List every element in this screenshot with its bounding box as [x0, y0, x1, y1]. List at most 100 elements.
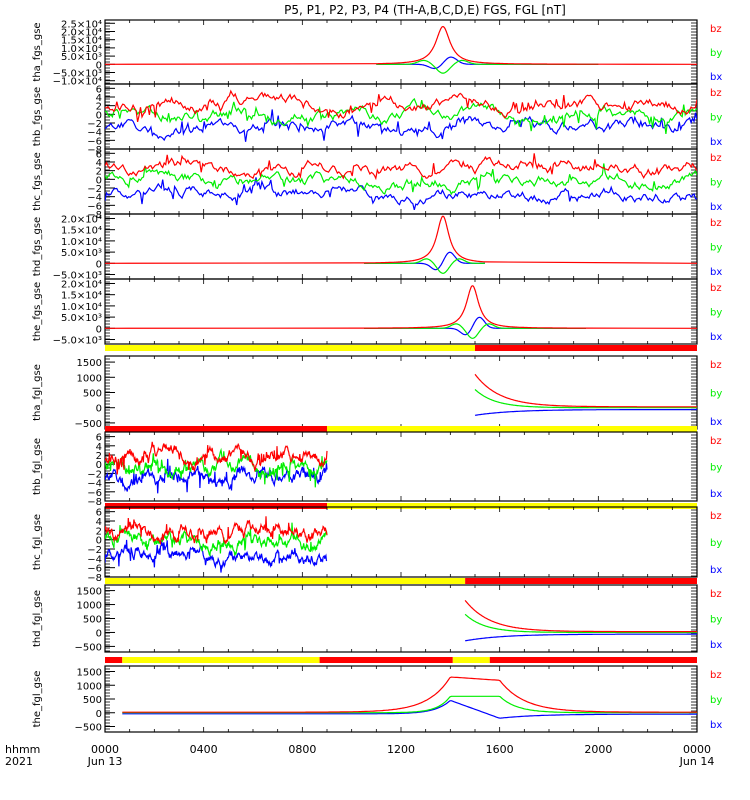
y-tick-label: 1.0×10⁴ — [61, 44, 102, 55]
series-bx-line — [364, 316, 586, 336]
series-by-line — [122, 695, 697, 714]
y-tick-label: −4 — [87, 128, 102, 139]
y-tick-label: 0 — [96, 259, 102, 270]
y-tick-label: 2 — [96, 451, 102, 462]
panel-tha-fgs-gse: 2.5×10⁴2.0×10⁴1.5×10⁴1.0×10⁴5.0×10³0−5.0… — [32, 19, 722, 87]
y-tick-label: 0 — [96, 324, 102, 335]
legend-bx: bx — [710, 640, 722, 651]
y-tick-label: −8 — [87, 210, 102, 221]
y-tick-label: −4 — [87, 554, 102, 565]
legend-bz: bz — [710, 153, 722, 164]
series-bz-line — [105, 516, 328, 546]
legend-bz: bz — [710, 589, 722, 600]
legend-by: by — [710, 538, 722, 549]
y-tick-label: 2.5×10⁴ — [61, 19, 102, 30]
y-tick-label: 1000 — [77, 601, 102, 612]
legend-bz: bz — [710, 24, 722, 35]
y-tick-label: 2.0×10⁴ — [61, 279, 102, 290]
series-bx-line — [105, 177, 697, 211]
y-axis-label: thd_fgs_gse — [32, 217, 43, 276]
x-tick-label: 0400 — [190, 743, 218, 756]
y-tick-label: 4 — [96, 517, 102, 528]
legend-by: by — [710, 178, 722, 189]
legend-by: by — [710, 243, 722, 254]
status-bar-segment — [327, 503, 697, 509]
y-axis-label: the_fgs_gse — [32, 282, 43, 341]
y-tick-label: 2 — [96, 102, 102, 113]
series-by-line — [364, 258, 485, 274]
y-tick-label: −500 — [75, 723, 102, 734]
status-bar-segment — [105, 503, 327, 509]
legend-by: by — [710, 695, 722, 706]
y-tick-label: 0 — [96, 175, 102, 186]
status-bar-segment — [105, 578, 466, 584]
panel-frame — [104, 584, 698, 653]
legend-by: by — [710, 113, 722, 124]
legend-bz: bz — [710, 88, 722, 99]
series-bz-line — [474, 373, 697, 408]
y-tick-label: −2 — [87, 119, 102, 130]
chart-title: P5, P1, P2, P3, P4 (TH-A,B,C,D,E) FGS, F… — [284, 3, 566, 17]
y-tick-label: 0 — [96, 60, 102, 71]
y-tick-label: 2.0×10⁴ — [61, 214, 102, 225]
y-tick-label: −500 — [75, 642, 102, 653]
status-bar-segment — [452, 657, 490, 663]
y-tick-label: −8 — [87, 497, 102, 508]
y-tick-label: 1.5×10⁴ — [61, 291, 102, 302]
x-tick-label: 0800 — [288, 743, 316, 756]
status-bar-segment — [327, 426, 697, 432]
series-by-line — [105, 163, 697, 196]
y-tick-label: −5.0×10³ — [53, 271, 102, 282]
legend-bz: bz — [710, 511, 722, 522]
status-bar-segment — [105, 657, 123, 663]
y-tick-label: 0 — [96, 628, 102, 639]
y-tick-label: 4 — [96, 442, 102, 453]
y-tick-label: 500 — [83, 389, 102, 400]
y-axis-label: tha_fgl_gse — [32, 364, 43, 421]
y-tick-label: 2 — [96, 526, 102, 537]
legend-by: by — [710, 389, 722, 400]
series-bz-line — [464, 600, 697, 633]
status-bar-segment — [475, 345, 697, 351]
series-by-line — [105, 97, 697, 134]
x-unit-label: hhmm — [5, 743, 40, 756]
x-year-label: 2021 — [5, 755, 33, 768]
y-axis-label: tha_fgs_gse — [32, 22, 43, 81]
y-tick-label: 1000 — [77, 373, 102, 384]
y-tick-label: 6 — [96, 149, 102, 160]
legend-bx: bx — [710, 720, 722, 731]
series-bz-line — [105, 441, 328, 475]
y-tick-label: −2 — [87, 184, 102, 195]
y-tick-label: 6 — [96, 84, 102, 95]
y-axis-label: thc_fgs_gse — [32, 152, 43, 211]
y-tick-label: −6 — [87, 488, 102, 499]
series-bx-line — [474, 408, 697, 416]
x-tick-sublabel: Jun 14 — [679, 755, 715, 768]
y-tick-label: 1.5×10⁴ — [61, 36, 102, 47]
y-tick-label: 500 — [83, 695, 102, 706]
y-tick-label: 1500 — [77, 668, 102, 679]
y-tick-label: 1500 — [77, 587, 102, 598]
series-bz-line — [122, 676, 697, 713]
series-bz-line — [105, 153, 697, 181]
x-tick-label: 1600 — [486, 743, 514, 756]
legend-bx: bx — [710, 565, 722, 576]
legend-bz: bz — [710, 283, 722, 294]
y-tick-label: 1.0×10⁴ — [61, 302, 102, 313]
legend-bx: bx — [710, 202, 722, 213]
y-axis-label: thd_fgl_gse — [32, 590, 43, 647]
panel-frame — [104, 278, 698, 345]
y-tick-label: 1000 — [77, 681, 102, 692]
legend-by: by — [710, 48, 722, 59]
series-bz-line — [105, 25, 697, 65]
y-tick-label: 1500 — [77, 358, 102, 369]
y-tick-label: 5.0×10³ — [61, 52, 102, 63]
panel-frame — [104, 148, 698, 215]
panel-frame — [104, 355, 698, 430]
y-tick-label: −2 — [87, 545, 102, 556]
y-tick-label: −8 — [87, 573, 102, 584]
